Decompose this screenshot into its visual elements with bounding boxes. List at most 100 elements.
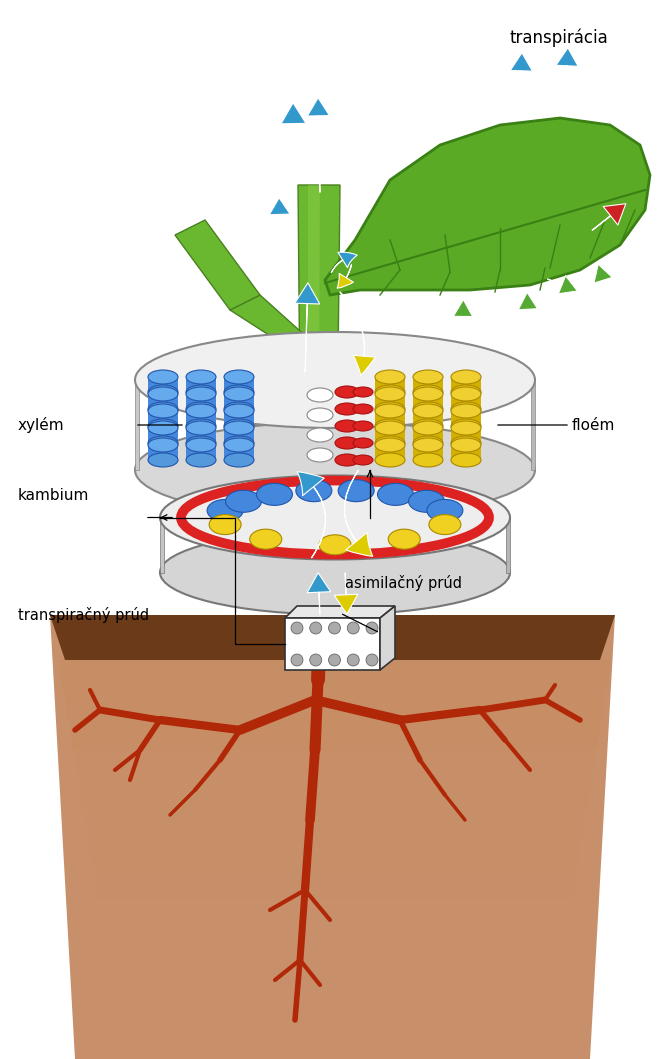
Ellipse shape: [224, 438, 254, 452]
Ellipse shape: [148, 436, 178, 450]
Polygon shape: [75, 750, 595, 780]
Ellipse shape: [375, 387, 405, 401]
Ellipse shape: [413, 370, 443, 384]
FancyArrowPatch shape: [507, 292, 537, 309]
Ellipse shape: [186, 438, 216, 452]
Polygon shape: [160, 518, 164, 573]
Polygon shape: [148, 445, 178, 460]
Ellipse shape: [148, 387, 178, 401]
FancyArrowPatch shape: [269, 198, 290, 277]
Polygon shape: [506, 518, 510, 573]
Ellipse shape: [353, 421, 373, 431]
Polygon shape: [375, 445, 405, 460]
Ellipse shape: [186, 387, 216, 401]
Ellipse shape: [296, 480, 332, 502]
Polygon shape: [148, 411, 178, 426]
Ellipse shape: [224, 419, 254, 433]
Circle shape: [291, 622, 303, 634]
Polygon shape: [285, 618, 380, 670]
Ellipse shape: [224, 453, 254, 467]
Polygon shape: [50, 615, 615, 660]
Ellipse shape: [226, 490, 262, 513]
Polygon shape: [325, 118, 650, 295]
FancyArrowPatch shape: [510, 53, 533, 115]
Ellipse shape: [335, 385, 359, 398]
Ellipse shape: [338, 480, 374, 502]
FancyArrowPatch shape: [307, 573, 331, 614]
Text: asimilačný prúd: asimilačný prúd: [345, 575, 462, 591]
Polygon shape: [224, 377, 254, 392]
Ellipse shape: [353, 455, 373, 465]
Ellipse shape: [451, 403, 481, 418]
Ellipse shape: [148, 453, 178, 467]
Polygon shape: [148, 394, 178, 409]
Polygon shape: [85, 810, 585, 840]
FancyArrowPatch shape: [295, 283, 320, 372]
Polygon shape: [413, 411, 443, 426]
Polygon shape: [65, 690, 605, 720]
Ellipse shape: [375, 403, 405, 418]
Polygon shape: [186, 377, 216, 392]
FancyArrowPatch shape: [340, 292, 376, 375]
Polygon shape: [60, 660, 610, 690]
Ellipse shape: [375, 438, 405, 452]
Ellipse shape: [353, 387, 373, 397]
Ellipse shape: [307, 388, 333, 402]
Ellipse shape: [148, 385, 178, 399]
Ellipse shape: [353, 438, 373, 448]
Circle shape: [291, 654, 303, 666]
Ellipse shape: [451, 438, 481, 452]
Polygon shape: [230, 295, 310, 355]
Ellipse shape: [375, 421, 405, 435]
Circle shape: [366, 622, 378, 634]
Polygon shape: [531, 380, 535, 470]
Ellipse shape: [335, 420, 359, 432]
Ellipse shape: [224, 370, 254, 384]
FancyArrowPatch shape: [583, 264, 612, 283]
FancyArrowPatch shape: [337, 265, 354, 288]
FancyArrowPatch shape: [556, 48, 578, 109]
Polygon shape: [50, 615, 615, 1059]
Ellipse shape: [378, 483, 414, 505]
Ellipse shape: [375, 453, 405, 467]
Polygon shape: [224, 394, 254, 409]
Ellipse shape: [451, 385, 481, 399]
Polygon shape: [300, 355, 370, 375]
Ellipse shape: [186, 453, 216, 467]
Polygon shape: [451, 445, 481, 460]
Ellipse shape: [186, 419, 216, 433]
Ellipse shape: [413, 403, 443, 418]
Ellipse shape: [209, 515, 241, 535]
Ellipse shape: [429, 515, 461, 535]
Circle shape: [347, 622, 359, 634]
Polygon shape: [175, 220, 260, 310]
Ellipse shape: [186, 436, 216, 450]
Ellipse shape: [413, 453, 443, 467]
Polygon shape: [80, 780, 590, 810]
Ellipse shape: [250, 530, 282, 550]
Polygon shape: [224, 445, 254, 460]
Ellipse shape: [413, 421, 443, 435]
Polygon shape: [186, 445, 216, 460]
Polygon shape: [380, 606, 395, 670]
Ellipse shape: [451, 453, 481, 467]
Ellipse shape: [451, 421, 481, 435]
Circle shape: [328, 654, 340, 666]
Ellipse shape: [335, 454, 359, 466]
FancyArrowPatch shape: [281, 103, 306, 197]
Text: transpiračný prúd: transpiračný prúd: [18, 607, 149, 623]
Ellipse shape: [307, 448, 333, 462]
Ellipse shape: [335, 437, 359, 449]
Polygon shape: [70, 720, 600, 750]
Polygon shape: [224, 428, 254, 443]
Ellipse shape: [224, 387, 254, 401]
FancyArrowPatch shape: [344, 470, 373, 556]
Ellipse shape: [413, 402, 443, 416]
Ellipse shape: [413, 385, 443, 399]
Ellipse shape: [224, 421, 254, 435]
Polygon shape: [413, 394, 443, 409]
Ellipse shape: [375, 436, 405, 450]
Ellipse shape: [451, 402, 481, 416]
Ellipse shape: [307, 408, 333, 421]
FancyArrowPatch shape: [592, 203, 626, 231]
